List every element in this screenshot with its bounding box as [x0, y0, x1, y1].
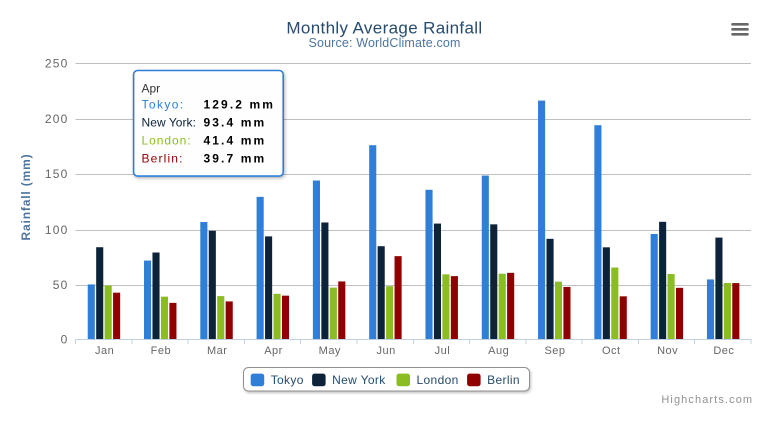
- svg-text:Rainfall (mm): Rainfall (mm): [19, 153, 33, 240]
- svg-text:50: 50: [53, 278, 69, 292]
- svg-text:0: 0: [61, 333, 69, 347]
- svg-text:Berlin:: Berlin:: [142, 152, 184, 166]
- svg-text:Monthly Average Rainfall: Monthly Average Rainfall: [286, 19, 482, 38]
- svg-text:London: London: [417, 373, 459, 387]
- svg-text:200: 200: [45, 112, 69, 126]
- svg-text:New York:: New York:: [142, 116, 196, 130]
- svg-text:Apr: Apr: [142, 81, 161, 95]
- svg-text:Jun: Jun: [376, 345, 395, 357]
- svg-text:Tokyo: Tokyo: [271, 373, 304, 387]
- svg-text:150: 150: [45, 167, 69, 181]
- svg-text:London:: London:: [142, 134, 192, 148]
- svg-text:Mar: Mar: [207, 345, 227, 357]
- svg-text:Dec: Dec: [713, 345, 734, 357]
- svg-text:Nov: Nov: [657, 345, 678, 357]
- svg-text:Source: WorldClimate.com: Source: WorldClimate.com: [308, 36, 460, 50]
- svg-text:129.2 mm: 129.2 mm: [204, 98, 276, 112]
- svg-text:93.4 mm: 93.4 mm: [204, 116, 267, 130]
- svg-text:Apr: Apr: [264, 345, 283, 357]
- svg-text:Sep: Sep: [544, 345, 565, 357]
- svg-text:Oct: Oct: [602, 345, 621, 357]
- svg-text:41.4 mm: 41.4 mm: [204, 134, 267, 148]
- svg-text:Berlin: Berlin: [487, 373, 520, 387]
- svg-text:Tokyo:: Tokyo:: [142, 98, 185, 112]
- svg-text:250: 250: [45, 57, 69, 71]
- svg-text:39.7 mm: 39.7 mm: [204, 152, 267, 166]
- svg-text:Jul: Jul: [435, 345, 451, 357]
- svg-text:Feb: Feb: [151, 345, 171, 357]
- svg-text:May: May: [319, 345, 341, 357]
- svg-text:Highcharts.com: Highcharts.com: [661, 394, 753, 406]
- svg-text:New York: New York: [332, 373, 386, 387]
- svg-text:Aug: Aug: [488, 345, 509, 357]
- svg-text:100: 100: [45, 223, 69, 237]
- svg-text:Jan: Jan: [95, 345, 114, 357]
